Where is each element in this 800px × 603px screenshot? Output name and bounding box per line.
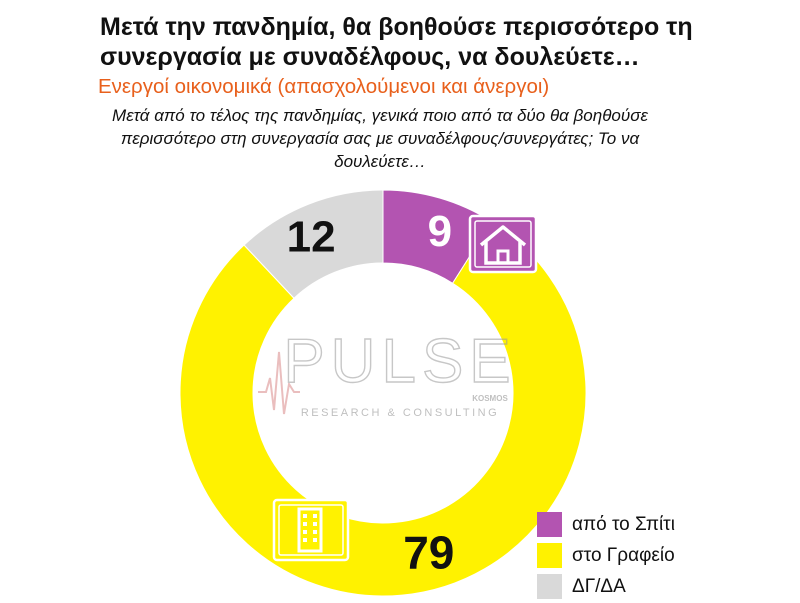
value-label-office: 79: [403, 526, 454, 578]
chart-title: Μετά την πανδημία, θα βοηθούσε περισσότε…: [100, 13, 693, 71]
legend-swatch-home: [537, 512, 562, 537]
value-label-home: 9: [428, 207, 452, 256]
legend-item-dk-na: ΔΓ/ΔΑ: [537, 572, 675, 601]
legend-label-dk-na: ΔΓ/ΔΑ: [572, 575, 626, 597]
value-label-dk-na: 12: [287, 212, 336, 261]
legend-label-home: από το Σπίτι: [572, 513, 675, 535]
legend-swatch-office: [537, 543, 562, 568]
house-icon: [468, 214, 538, 274]
watermark-partner: KOSMOS: [472, 394, 508, 403]
watermark-tagline: RESEARCH & CONSULTING: [301, 407, 499, 419]
donut-slice-dk-na: [243, 189, 384, 299]
watermark-pulse-line: [258, 351, 300, 415]
legend-swatch-dk-na: [537, 574, 562, 599]
legend-item-office: στο Γραφείο: [537, 541, 675, 570]
survey-question: Μετά από το τέλος της πανδημίας, γενικά …: [112, 106, 648, 171]
legend-label-office: στο Γραφείο: [572, 544, 675, 566]
legend-item-home: από το Σπίτι: [537, 510, 675, 539]
chart-subtitle: Ενεργοί οικονομικά (απασχολούμενοι και ά…: [98, 75, 550, 98]
pulse-watermark: PULSE RESEARCH & CONSULTING KOSMOS: [258, 326, 516, 419]
legend: από το Σπίτι στο Γραφείο ΔΓ/ΔΑ: [537, 510, 675, 603]
office-building-icon: [272, 498, 350, 562]
watermark-brand: PULSE: [283, 327, 516, 396]
value-labels: 9 79 12: [287, 207, 455, 578]
